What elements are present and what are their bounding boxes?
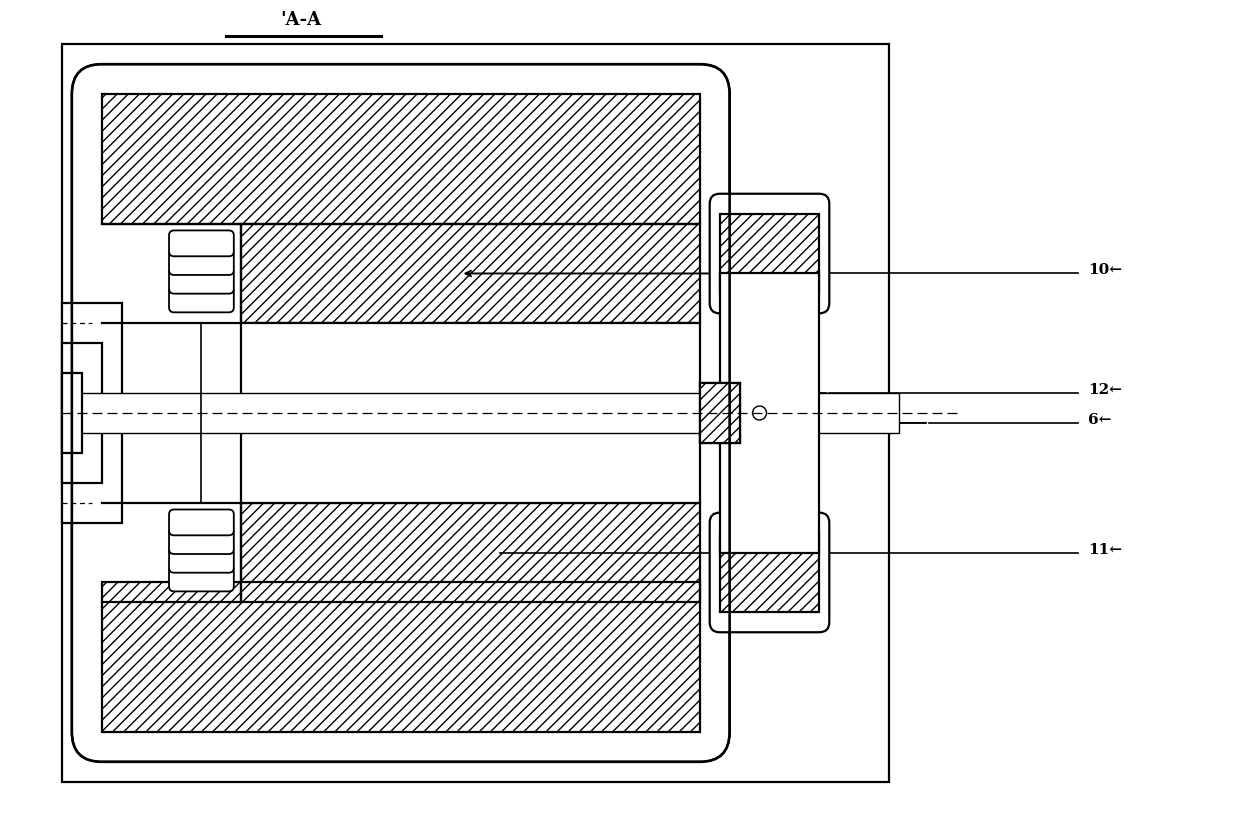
Bar [62, 304, 122, 523]
Bar [62, 343, 102, 483]
Bar [102, 94, 699, 224]
Bar [719, 532, 820, 612]
Bar [242, 224, 699, 323]
Bar [719, 273, 820, 552]
Bar [242, 503, 699, 602]
Bar [242, 323, 699, 503]
Bar [699, 383, 739, 443]
Bar [102, 583, 699, 732]
Bar [719, 214, 820, 294]
Bar [699, 383, 739, 443]
Text: 'A-A: 'A-A [280, 12, 321, 30]
FancyBboxPatch shape [709, 513, 830, 632]
Circle shape [753, 406, 766, 420]
Bar [62, 393, 899, 433]
Text: 10←: 10← [1089, 263, 1122, 277]
Bar [102, 94, 699, 224]
Bar [719, 532, 820, 612]
Bar [242, 503, 699, 602]
FancyBboxPatch shape [169, 230, 234, 256]
Bar [699, 383, 739, 443]
Bar [102, 583, 699, 732]
FancyBboxPatch shape [72, 64, 729, 762]
Bar [62, 373, 82, 453]
FancyBboxPatch shape [169, 565, 234, 592]
FancyBboxPatch shape [169, 249, 234, 275]
Bar [719, 214, 820, 294]
FancyBboxPatch shape [169, 546, 234, 573]
Bar [242, 224, 699, 323]
Text: 6←: 6← [1089, 413, 1112, 427]
Text: 12←: 12← [1089, 383, 1122, 397]
FancyBboxPatch shape [709, 193, 830, 314]
FancyBboxPatch shape [169, 509, 234, 535]
Bar [62, 44, 889, 782]
Text: 11←: 11← [1089, 542, 1122, 556]
FancyBboxPatch shape [169, 286, 234, 313]
FancyBboxPatch shape [169, 267, 234, 294]
FancyBboxPatch shape [169, 528, 234, 554]
